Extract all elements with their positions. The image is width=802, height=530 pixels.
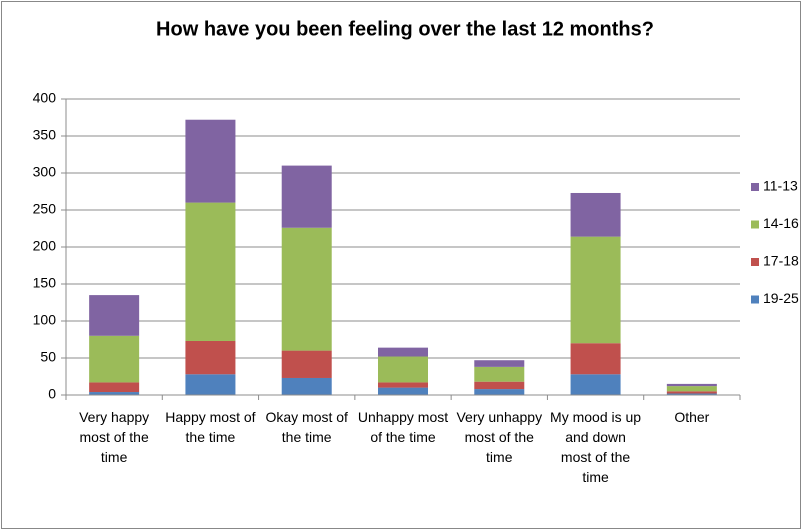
bar-segment bbox=[89, 295, 140, 336]
bar-segment bbox=[281, 377, 332, 395]
y-tick-label: 300 bbox=[33, 164, 57, 180]
y-tick-label: 100 bbox=[33, 312, 57, 328]
x-tick-label: Unhappy most of the time bbox=[357, 409, 449, 445]
bar-segment bbox=[378, 382, 428, 388]
bar-segment bbox=[378, 356, 428, 383]
bar-segment bbox=[89, 335, 140, 383]
y-tick-label: 250 bbox=[33, 201, 57, 217]
bar-segment bbox=[474, 381, 525, 390]
bar-segment bbox=[666, 386, 717, 392]
x-tick-label: Happy most of the time bbox=[165, 409, 256, 445]
bar-segment bbox=[570, 236, 621, 344]
y-tick-label: 350 bbox=[33, 127, 57, 143]
bar-segment bbox=[570, 374, 621, 395]
y-tick-label: 150 bbox=[33, 275, 57, 291]
bar-segment bbox=[474, 389, 525, 395]
bar-segment bbox=[474, 366, 525, 382]
bar-segment bbox=[89, 392, 140, 395]
x-tick-label: Very unhappy most of the time bbox=[456, 409, 543, 465]
legend-swatch bbox=[751, 220, 759, 229]
legend-label: 17-18 bbox=[763, 253, 799, 269]
bar-segment bbox=[378, 387, 428, 395]
legend-swatch bbox=[751, 183, 759, 191]
chart-title: How have you been feeling over the last … bbox=[156, 18, 654, 40]
x-tick-label: My mood is up and down most of the time bbox=[550, 409, 642, 485]
legend-label: 14-16 bbox=[763, 215, 799, 231]
x-tick-label: Other bbox=[674, 409, 710, 425]
legend-swatch bbox=[751, 258, 759, 266]
legend-label: 19-25 bbox=[763, 290, 799, 306]
x-tick-label: Very happy most of the time bbox=[79, 409, 150, 465]
y-tick-label: 400 bbox=[33, 90, 57, 106]
y-tick-label: 0 bbox=[48, 386, 56, 402]
bar-segment bbox=[666, 383, 717, 387]
bar-segment bbox=[378, 347, 428, 357]
bar-segment bbox=[570, 192, 621, 237]
y-tick-label: 200 bbox=[33, 238, 57, 254]
bar-segment bbox=[185, 340, 236, 375]
bar-segment bbox=[89, 382, 140, 393]
y-tick-label: 50 bbox=[40, 349, 56, 365]
bar-segment bbox=[281, 165, 332, 228]
x-tick-label: Okay most of the time bbox=[265, 409, 348, 445]
bar-segment bbox=[185, 202, 236, 341]
bar-segment bbox=[185, 374, 236, 395]
bar-segment bbox=[570, 343, 621, 375]
legend-swatch bbox=[751, 295, 759, 304]
bar-segment bbox=[281, 350, 332, 378]
legend-label: 11-13 bbox=[763, 178, 798, 194]
bar-segment bbox=[474, 360, 525, 367]
bar-segment bbox=[666, 391, 717, 394]
bar-segment bbox=[281, 227, 332, 351]
bar-segment bbox=[185, 119, 236, 203]
bar-segment bbox=[666, 393, 717, 395]
